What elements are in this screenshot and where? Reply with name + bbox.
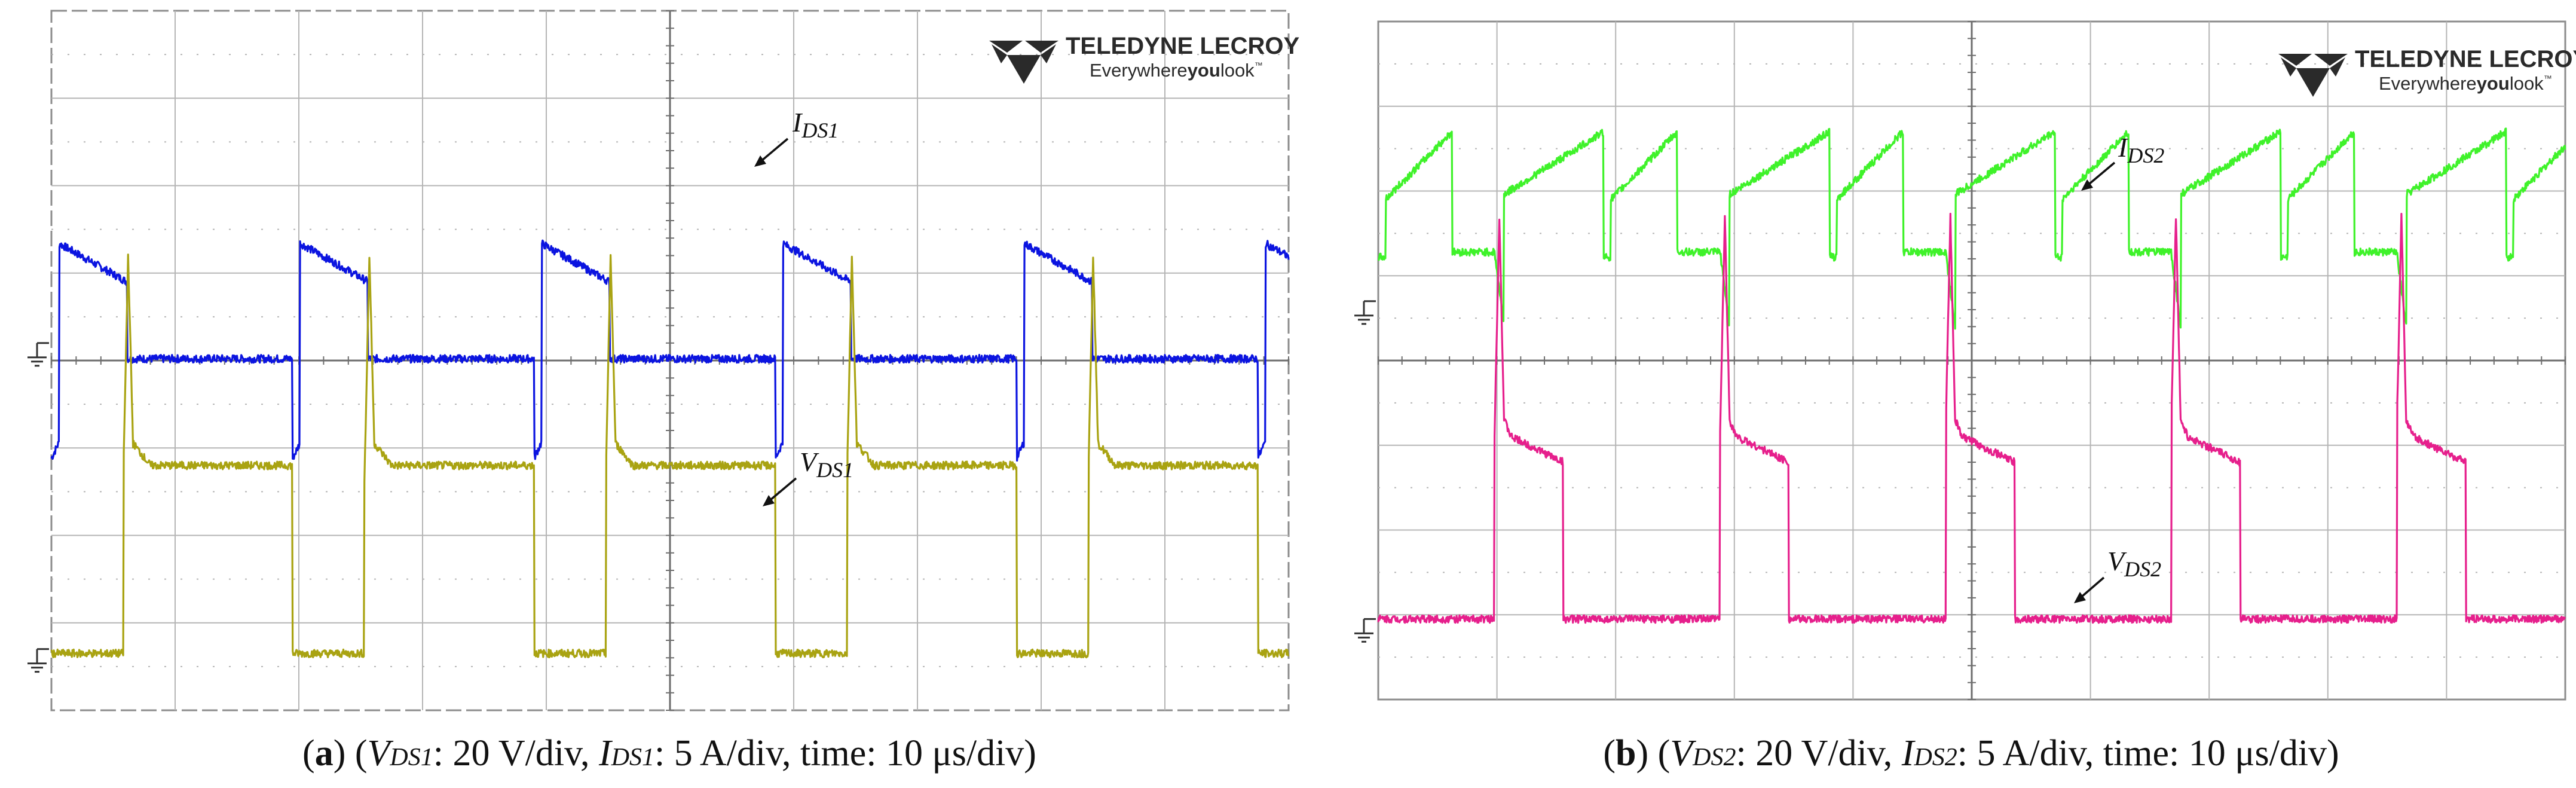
caption-a-i-sub: DS1 [611, 744, 654, 771]
annotation-vds2-sub: DS2 [2124, 557, 2161, 581]
annotation-ids1-main: I [792, 107, 803, 138]
annotation-vds2-text: VDS2 [2107, 546, 2161, 581]
annotation-vds2: VDS2 [2074, 546, 2161, 603]
caption-a-open: ( [302, 733, 315, 774]
logo-tagline-b: you [1188, 60, 1220, 81]
annotation-ids1-text: IDS1 [792, 107, 839, 142]
ground-marker-ids2 [1354, 300, 1376, 325]
logo-brand: TELEDYNE LECROY [2355, 46, 2576, 72]
annotation-ids1: IDS1 [754, 107, 839, 167]
caption-b: (b) (VDS2: 20 V/div, IDS2: 5 A/div, time… [1603, 733, 2339, 774]
caption-a-v-main: V [368, 733, 394, 774]
logo-tagline: Everywhereyoulook™ [1090, 60, 1263, 81]
caption-b-v-main: V [1670, 733, 1696, 774]
annotation-ids2-main: I [2118, 132, 2129, 163]
trace-ids2 [1378, 127, 2566, 330]
caption-b-i-scale: : 5 A/div, time: 10 μs/div) [1957, 733, 2339, 774]
caption-b-open: ( [1603, 733, 1616, 774]
caption-b-paren: ( [1648, 733, 1670, 774]
trace-vds1 [50, 253, 1290, 659]
arrow-head-vds1 [763, 495, 775, 506]
caption-a-v-scale: : 20 V/div, [433, 733, 599, 774]
logo-tagline-b: you [2477, 73, 2510, 94]
annotation-vds1: VDS1 [763, 447, 853, 506]
annotation-vds1-main: V [800, 447, 819, 477]
ground-marker-vds2 [1354, 618, 1376, 643]
ground-marker-ids1 [27, 342, 49, 367]
caption-a: (a) (VDS1: 20 V/div, IDS1: 5 A/div, time… [302, 733, 1036, 774]
caption-b-v-sub: DS2 [1692, 744, 1736, 771]
caption-a-i-scale: : 5 A/div, time: 10 μs/div) [654, 733, 1036, 774]
annotation-ids2-sub: DS2 [2127, 143, 2164, 167]
arrow-head-ids1 [754, 155, 766, 167]
annotation-ids1-sub: DS1 [801, 118, 839, 142]
logo-tm: ™ [2544, 74, 2552, 83]
teledyne-logo-mark-icon [2278, 54, 2348, 97]
arrow-head-vds2 [2074, 592, 2086, 603]
ground-marker-vds1 [27, 648, 49, 673]
annotation-vds1-sub: DS1 [816, 458, 853, 482]
logo-tm: ™ [1255, 60, 1263, 70]
trace-ids1 [50, 239, 1290, 462]
caption-a-label: a [315, 733, 334, 774]
caption-a-paren: ( [345, 733, 367, 774]
caption-a-close: ) [334, 733, 346, 774]
teledyne-lecroy-logo-b: TELEDYNE LECROY Everywhereyoulook™ [2278, 46, 2576, 97]
panel-b: IDS2 VDS2 TELEDYNE LECROY Everywhereyoul… [1354, 20, 2576, 774]
teledyne-logo-mark-icon [989, 41, 1058, 84]
annotation-ids2-text: IDS2 [2118, 132, 2164, 167]
caption-b-v-scale: : 20 V/div, [1736, 733, 1901, 774]
logo-tagline: Everywhereyoulook™ [2379, 73, 2552, 94]
logo-tagline-a: Everywhere [2379, 73, 2477, 94]
logo-tagline-c: look [1220, 60, 1255, 81]
logo-brand: TELEDYNE LECROY [1066, 33, 1299, 59]
teledyne-lecroy-logo-a: TELEDYNE LECROY Everywhereyoulook™ [989, 33, 1299, 84]
arrow-head-ids2 [2081, 179, 2093, 191]
annotation-ids2: IDS2 [2081, 132, 2164, 191]
caption-b-close: ) [1636, 733, 1648, 774]
logo-tagline-a: Everywhere [1090, 60, 1188, 81]
caption-a-v-sub: DS1 [389, 744, 433, 771]
annotation-vds2-main: V [2107, 546, 2127, 576]
trace-vds2 [1377, 212, 2566, 624]
graticule-b [1378, 21, 2566, 700]
panel-a: IDS1 VDS1 TELEDYNE LECROY Everywhereyoul… [27, 10, 1299, 774]
logo-tagline-c: look [2510, 73, 2544, 94]
caption-a-i-main: I [598, 733, 613, 774]
annotation-vds1-text: VDS1 [800, 447, 853, 482]
caption-b-label: b [1616, 733, 1636, 774]
caption-b-i-sub: DS2 [1913, 744, 1957, 771]
caption-b-i-main: I [1901, 733, 1916, 774]
